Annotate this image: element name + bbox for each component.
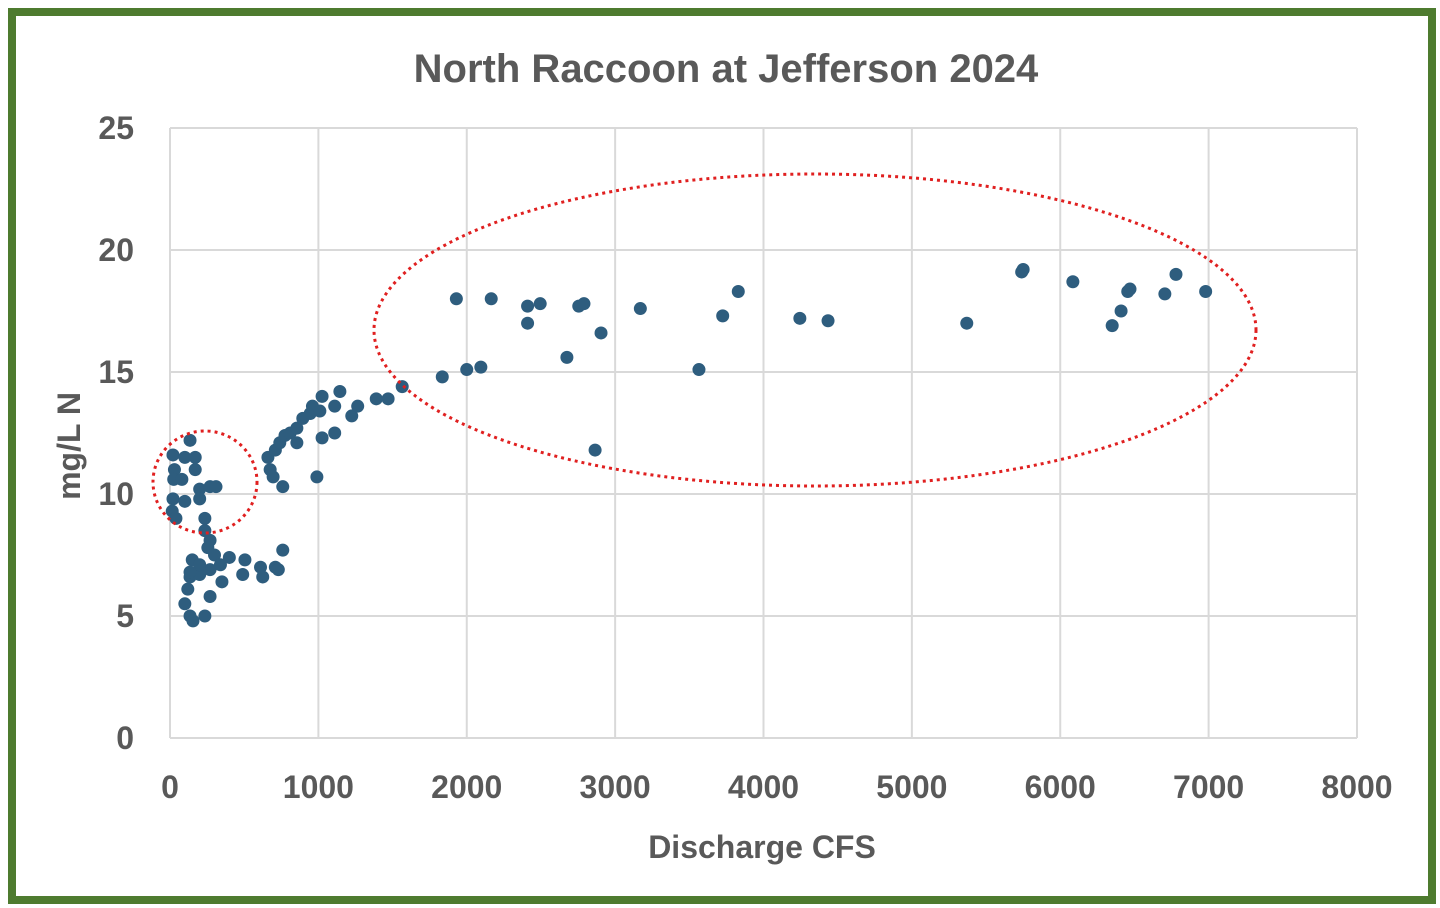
data-point <box>178 450 192 464</box>
y-tick-label: 5 <box>116 598 134 634</box>
data-point <box>315 431 329 445</box>
data-point <box>276 543 290 557</box>
data-point <box>290 436 304 450</box>
data-point <box>692 363 706 377</box>
chart-frame: 0 1000 2000 3000 4000 5000 6000 7000 8000 0 5 10 15 2… <box>8 8 1436 904</box>
x-tick-label: 0 <box>161 769 179 805</box>
data-point <box>310 470 324 484</box>
data-point <box>166 448 180 462</box>
data-point <box>193 482 207 496</box>
data-point <box>594 326 608 340</box>
data-point <box>449 292 463 306</box>
gridlines <box>169 127 1358 739</box>
data-point <box>175 472 189 486</box>
tick-labels: 0 1000 2000 3000 4000 5000 6000 7000 8000 0 5 10 15 2… <box>98 110 1392 805</box>
y-tick-label: 25 <box>98 110 134 146</box>
y-axis-label: mg/L N <box>51 392 87 500</box>
data-point <box>633 302 647 316</box>
data-point <box>521 316 535 330</box>
data-point <box>238 553 252 567</box>
x-axis-label: Discharge CFS <box>648 829 876 865</box>
data-point <box>960 316 974 330</box>
data-point <box>209 480 223 494</box>
data-point <box>345 409 359 423</box>
data-point <box>1123 282 1137 296</box>
data-point <box>186 614 200 628</box>
data-point <box>328 426 342 440</box>
data-point <box>731 284 745 298</box>
x-tick-label: 5000 <box>876 769 947 805</box>
data-points <box>165 263 1213 628</box>
data-point <box>254 560 268 574</box>
scatter-chart: 0 1000 2000 3000 4000 5000 6000 7000 8000 0 5 10 15 2… <box>51 47 1393 865</box>
x-tick-label: 6000 <box>1025 769 1096 805</box>
y-tick-label: 10 <box>98 476 134 512</box>
data-point <box>533 297 547 311</box>
data-point <box>215 575 229 589</box>
data-point <box>290 421 304 435</box>
data-point <box>1066 275 1080 289</box>
data-point <box>577 297 591 311</box>
x-tick-label: 8000 <box>1321 769 1392 805</box>
data-point <box>474 360 488 374</box>
data-point <box>1199 284 1213 298</box>
data-point <box>716 309 730 323</box>
y-tick-label: 0 <box>116 720 134 756</box>
data-point <box>236 568 250 582</box>
x-tick-label: 4000 <box>728 769 799 805</box>
data-point <box>208 548 222 562</box>
data-point <box>198 511 212 525</box>
data-point <box>178 597 192 611</box>
data-point <box>1169 267 1183 281</box>
data-point <box>222 550 236 564</box>
data-point <box>369 392 383 406</box>
data-point <box>203 589 217 603</box>
data-point <box>276 480 290 494</box>
x-tick-label: 7000 <box>1173 769 1244 805</box>
chart-title: North Raccoon at Jefferson 2024 <box>414 47 1039 91</box>
data-point <box>1158 287 1172 301</box>
data-point <box>793 311 807 325</box>
data-point <box>193 558 207 572</box>
y-tick-label: 20 <box>98 232 134 268</box>
data-point <box>560 350 574 364</box>
data-point <box>167 463 181 477</box>
data-point <box>484 292 498 306</box>
data-point <box>333 385 347 399</box>
data-point <box>821 314 835 328</box>
x-tick-label: 1000 <box>283 769 354 805</box>
y-tick-label: 15 <box>98 354 134 390</box>
data-point <box>271 563 285 577</box>
x-tick-label: 2000 <box>431 769 502 805</box>
data-point <box>166 492 180 506</box>
data-point <box>181 582 195 596</box>
data-point <box>256 570 270 584</box>
data-point <box>460 363 474 377</box>
data-point <box>183 433 197 447</box>
data-point <box>169 511 183 525</box>
data-point <box>198 609 212 623</box>
data-point <box>381 392 395 406</box>
data-point <box>588 443 602 457</box>
data-point <box>1016 263 1030 277</box>
data-point <box>435 370 449 384</box>
annotation-ellipse-high-flow <box>372 172 1258 488</box>
data-point <box>188 450 202 464</box>
data-point <box>183 565 197 579</box>
data-point <box>266 470 280 484</box>
data-point <box>203 563 217 577</box>
data-point <box>351 399 365 413</box>
data-point <box>178 494 192 508</box>
annotation-ellipse-low-flow <box>151 429 259 535</box>
data-point <box>521 299 535 313</box>
data-point <box>315 389 329 403</box>
data-point <box>1114 304 1128 318</box>
data-point <box>328 399 342 413</box>
data-point <box>188 463 202 477</box>
x-tick-label: 3000 <box>580 769 651 805</box>
data-point <box>213 558 227 572</box>
data-point <box>1105 319 1119 333</box>
data-point <box>193 492 207 506</box>
data-point <box>313 404 327 418</box>
